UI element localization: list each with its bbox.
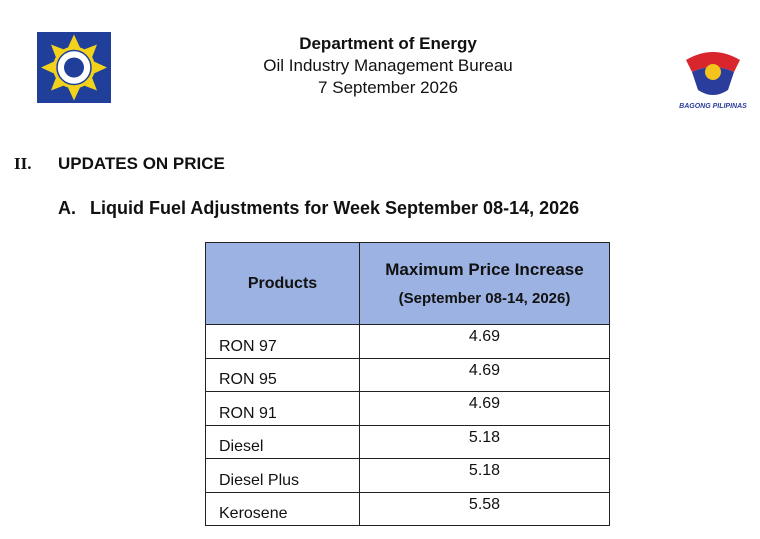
- price-cell: 4.69: [359, 391, 610, 426]
- product-cell: RON 97: [205, 324, 360, 359]
- table-row: Diesel 5.18: [205, 424, 610, 459]
- price-cell: 4.69: [359, 357, 610, 392]
- table-row: Diesel Plus 5.18: [205, 458, 610, 493]
- price-table: Products Maximum Price Increase (Septemb…: [205, 242, 610, 526]
- bagong-pilipinas-logo: BAGONG PILIPINAS: [679, 52, 747, 110]
- product-cell: Kerosene: [205, 491, 360, 526]
- table-row: RON 97 4.69: [205, 324, 610, 359]
- table-row: RON 95 4.69: [205, 357, 610, 392]
- title: Department of Energy: [299, 34, 477, 53]
- header-cell: Maximum Price Increase (September 08-14,…: [359, 242, 610, 325]
- bureau: Oil Industry Management Bureau: [263, 56, 513, 75]
- price-cell: 5.58: [359, 491, 610, 526]
- product-cell: RON 95: [205, 357, 360, 392]
- date: 7 September 2026: [318, 78, 458, 97]
- price-cell: 5.18: [359, 458, 610, 493]
- product-cell: RON 91: [205, 391, 360, 426]
- header-title: Maximum Price Increase: [385, 260, 584, 279]
- section-number: II.: [14, 154, 32, 173]
- section-title: UPDATES ON PRICE: [58, 154, 225, 173]
- price-cell: 5.18: [359, 424, 610, 459]
- doe-logo: [37, 32, 111, 103]
- product-cell: Diesel: [205, 424, 360, 459]
- price-cell: 4.69: [359, 324, 610, 359]
- subsection-letter: A.: [58, 198, 76, 218]
- table-row: Kerosene 5.58: [205, 491, 610, 526]
- logo-text: BAGONG PILIPINAS: [679, 103, 747, 110]
- header-subtitle: (September 08-14, 2026): [398, 290, 571, 307]
- header-cell: Products: [205, 242, 360, 325]
- subsection-title: Liquid Fuel Adjustments for Week Septemb…: [90, 198, 580, 218]
- product-cell: Diesel Plus: [205, 458, 360, 493]
- table-body: RON 97 4.69 RON 95 4.69 RON 91 4.69 Diesel 5.18…: [205, 324, 610, 526]
- table-row: RON 91 4.69: [205, 391, 610, 426]
- header-row: Products Maximum Price Increase (Septemb…: [205, 242, 610, 325]
